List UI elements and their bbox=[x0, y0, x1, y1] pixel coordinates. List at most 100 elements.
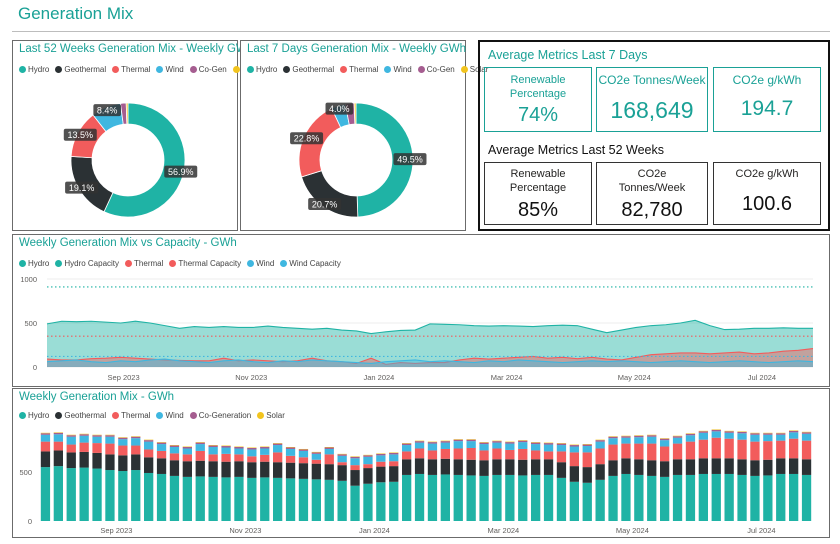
mix-bar-segment-geothermal[interactable] bbox=[608, 460, 618, 476]
mix-bar-segment-co-generation[interactable] bbox=[414, 441, 425, 443]
mix-bar-segment-thermal[interactable] bbox=[685, 441, 696, 460]
mix-bar-segment-thermal[interactable] bbox=[169, 453, 180, 461]
mix-bar-segment-geothermal[interactable] bbox=[672, 459, 683, 475]
mix-bar-segment-co-generation[interactable] bbox=[156, 442, 167, 445]
mix-bar-segment-thermal[interactable] bbox=[711, 437, 721, 459]
mix-bar-segment-hydro[interactable] bbox=[402, 474, 412, 521]
mix-bar-segment-geothermal[interactable] bbox=[634, 459, 644, 475]
mix-bar-segment-thermal[interactable] bbox=[634, 443, 644, 460]
mix-bar-segment-hydro[interactable] bbox=[260, 477, 270, 521]
mix-bar-segment-wind[interactable] bbox=[156, 444, 167, 451]
mix-bar-segment-geothermal[interactable] bbox=[118, 455, 128, 472]
mix-bar-segment-co-generation[interactable] bbox=[737, 431, 747, 434]
mix-bar-segment-co-generation[interactable] bbox=[543, 443, 554, 445]
mix-bar-segment-wind[interactable] bbox=[131, 438, 141, 446]
mix-bar-segment-hydro[interactable] bbox=[763, 475, 773, 521]
mix-bar-segment-wind[interactable] bbox=[518, 442, 528, 449]
mix-legend-item-thermal[interactable]: Thermal bbox=[112, 411, 150, 420]
mix-bar-segment-thermal[interactable] bbox=[492, 448, 502, 460]
mix-bar-segment-geothermal[interactable] bbox=[595, 464, 605, 480]
mix-bar-segment-hydro[interactable] bbox=[724, 473, 734, 521]
mix-bar-segment-thermal[interactable] bbox=[672, 443, 683, 460]
mix-bar-segment-co-generation[interactable] bbox=[763, 433, 773, 435]
mix-bar-segment-thermal[interactable] bbox=[234, 454, 244, 462]
mix-bar-segment-geothermal[interactable] bbox=[776, 458, 786, 474]
capacity-legend-item-hydro[interactable]: Hydro bbox=[19, 259, 49, 268]
mix-bar-segment-geothermal[interactable] bbox=[66, 452, 76, 469]
mix-legend-item-solar[interactable]: Solar bbox=[257, 411, 285, 420]
mix-bar-segment-co-generation[interactable] bbox=[789, 430, 799, 433]
mix-bar-segment-geothermal[interactable] bbox=[92, 452, 102, 469]
mix-bar-segment-co-generation[interactable] bbox=[234, 447, 244, 449]
mix-bar-segment-hydro[interactable] bbox=[492, 474, 502, 521]
donut-52-legend-item-wind[interactable]: Wind bbox=[156, 65, 184, 74]
mix-bar-segment-geothermal[interactable] bbox=[660, 461, 670, 477]
mix-bar-segment-hydro[interactable] bbox=[389, 481, 399, 521]
mix-bar-segment-thermal[interactable] bbox=[440, 448, 450, 459]
mix-bar-segment-co-generation[interactable] bbox=[685, 433, 696, 436]
capacity-legend-item-thermal[interactable]: Thermal bbox=[125, 259, 163, 268]
mix-bar-segment-thermal[interactable] bbox=[801, 440, 812, 460]
mix-bar-segment-hydro[interactable] bbox=[285, 478, 296, 521]
mix-bar-segment-thermal[interactable] bbox=[569, 452, 579, 467]
mix-bar-segment-thermal[interactable] bbox=[298, 457, 309, 464]
mix-bar-segment-hydro[interactable] bbox=[105, 470, 115, 521]
mix-bar-segment-wind[interactable] bbox=[453, 441, 463, 449]
mix-bar-segment-co-generation[interactable] bbox=[608, 436, 618, 439]
mix-bar-segment-co-generation[interactable] bbox=[79, 434, 89, 436]
mix-bar-segment-co-generation[interactable] bbox=[105, 435, 115, 437]
card-7d-renewable[interactable]: Renewable Percentage 74% bbox=[484, 67, 592, 132]
mix-bar-segment-geothermal[interactable] bbox=[298, 463, 309, 479]
mix-bar-segment-geothermal[interactable] bbox=[350, 470, 360, 486]
mix-bar-segment-wind[interactable] bbox=[247, 449, 257, 457]
mix-bar-segment-thermal[interactable] bbox=[427, 450, 438, 460]
mix-bar-segment-hydro[interactable] bbox=[608, 475, 618, 521]
mix-bar-segment-hydro[interactable] bbox=[453, 474, 463, 521]
mix-bar-segment-wind[interactable] bbox=[531, 444, 541, 451]
mix-bar-segment-geothermal[interactable] bbox=[363, 468, 373, 484]
mix-bar-segment-co-generation[interactable] bbox=[453, 439, 463, 442]
donut-7-slice-solar[interactable] bbox=[353, 102, 357, 125]
mix-bar-segment-thermal[interactable] bbox=[518, 448, 528, 460]
mix-bar-segment-geothermal[interactable] bbox=[737, 459, 747, 475]
mix-bar-segment-co-generation[interactable] bbox=[621, 436, 631, 438]
mix-bar-segment-wind[interactable] bbox=[789, 432, 799, 439]
mix-bar-segment-hydro[interactable] bbox=[750, 475, 760, 521]
mix-bar-segment-wind[interactable] bbox=[363, 456, 373, 465]
mix-bar-segment-co-generation[interactable] bbox=[698, 431, 708, 433]
mix-bar-segment-wind[interactable] bbox=[79, 435, 89, 443]
donut-52-legend-item-hydro[interactable]: Hydro bbox=[19, 65, 49, 74]
mix-bar-segment-hydro[interactable] bbox=[234, 476, 244, 521]
capacity-line-hydro[interactable] bbox=[46, 319, 813, 335]
mix-bar-segment-wind[interactable] bbox=[169, 447, 180, 454]
mix-bar-segment-thermal[interactable] bbox=[118, 445, 128, 456]
mix-bar-segment-thermal[interactable] bbox=[92, 443, 102, 453]
mix-bar-segment-hydro[interactable] bbox=[647, 475, 657, 521]
donut-7-legend-item-geothermal[interactable]: Geothermal bbox=[283, 65, 334, 74]
mix-bar-segment-co-generation[interactable] bbox=[801, 432, 812, 434]
mix-bar-segment-geothermal[interactable] bbox=[79, 451, 89, 468]
mix-bar-segment-thermal[interactable] bbox=[453, 448, 463, 460]
mix-bar-segment-co-generation[interactable] bbox=[711, 429, 721, 432]
donut-7-legend-item-co-gen[interactable]: Co-Gen bbox=[417, 65, 455, 74]
mix-bar-segment-geothermal[interactable] bbox=[156, 458, 167, 474]
mix-bar-segment-thermal[interactable] bbox=[479, 450, 489, 461]
mix-bar-segment-wind[interactable] bbox=[672, 437, 683, 444]
mix-bar-segment-wind[interactable] bbox=[53, 434, 63, 442]
mix-legend-item-hydro[interactable]: Hydro bbox=[19, 411, 49, 420]
mix-bar-segment-thermal[interactable] bbox=[505, 449, 515, 460]
mix-bar-segment-co-generation[interactable] bbox=[402, 443, 412, 446]
mix-bar-segment-geothermal[interactable] bbox=[556, 462, 567, 478]
mix-bar-segment-thermal[interactable] bbox=[647, 443, 657, 461]
mix-bar-segment-geothermal[interactable] bbox=[195, 460, 205, 477]
mix-bar-segment-wind[interactable] bbox=[337, 455, 347, 463]
mix-bar-segment-hydro[interactable] bbox=[672, 474, 683, 521]
mix-bar-segment-wind[interactable] bbox=[273, 445, 283, 453]
mix-bar-segment-co-generation[interactable] bbox=[285, 447, 296, 449]
mix-bar-segment-wind[interactable] bbox=[582, 446, 592, 453]
mix-bar-segment-geothermal[interactable] bbox=[763, 459, 773, 476]
mix-bar-segment-thermal[interactable] bbox=[311, 459, 321, 464]
mix-bar-segment-geothermal[interactable] bbox=[273, 462, 283, 478]
mix-bar-segment-thermal[interactable] bbox=[337, 462, 347, 466]
mix-bar-segment-co-generation[interactable] bbox=[531, 442, 541, 445]
